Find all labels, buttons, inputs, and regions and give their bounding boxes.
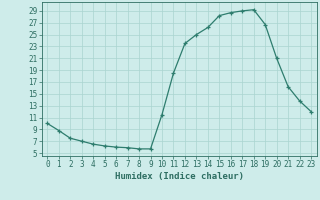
X-axis label: Humidex (Indice chaleur): Humidex (Indice chaleur) [115,172,244,181]
